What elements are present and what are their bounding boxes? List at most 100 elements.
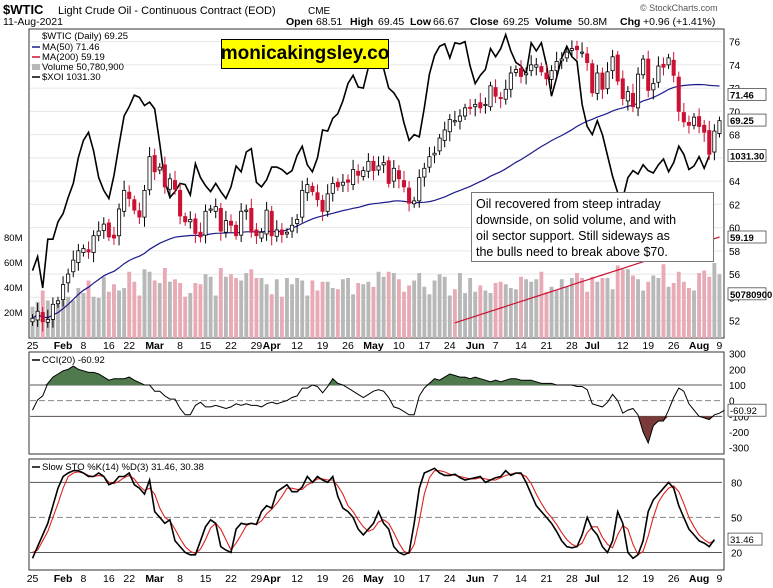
- candlesticks: [30, 40, 722, 332]
- volume-bar: [452, 289, 457, 338]
- candle-body: [691, 116, 697, 126]
- price-tick-label: 74: [729, 61, 741, 72]
- date-tick-label: 22: [225, 340, 237, 352]
- candle-body: [101, 223, 106, 231]
- volume-bar: [458, 273, 462, 338]
- candle-body: [320, 199, 325, 212]
- volume-bar: [402, 291, 406, 338]
- volume-bar: [234, 278, 239, 338]
- volume-bar: [468, 278, 473, 338]
- volume-bar: [625, 269, 630, 338]
- candle-body: [686, 122, 691, 126]
- candle-body: [239, 210, 244, 236]
- price-tick-label: 60: [729, 224, 741, 235]
- cci-oversold-fill: [32, 416, 725, 443]
- date-tick-label: 17: [418, 340, 430, 352]
- candle-body: [137, 210, 142, 218]
- candle-body: [544, 72, 549, 80]
- date-tick-label: 12: [617, 573, 629, 585]
- volume-bar: [569, 278, 574, 338]
- cci-tag-bg: [727, 403, 767, 417]
- volume-bar: [203, 274, 208, 338]
- volume-bar: [575, 273, 579, 338]
- volume-bar: [636, 279, 640, 338]
- volume-tag-bg: [727, 287, 767, 301]
- candle-body: [223, 220, 228, 233]
- candle-body: [707, 130, 712, 155]
- candle-body: [574, 45, 580, 51]
- candle-body: [407, 187, 412, 204]
- candle-body: [335, 181, 340, 188]
- candle-body: [447, 119, 452, 133]
- sto-tag: 31.46: [730, 535, 754, 546]
- candle-body: [422, 167, 427, 178]
- date-tick-label: 12: [291, 340, 303, 352]
- candle-body: [417, 177, 422, 202]
- candle-body: [132, 199, 137, 211]
- date-tick-label: 17: [418, 573, 430, 585]
- candle-body: [269, 210, 274, 237]
- price-tag: 69.25: [730, 116, 754, 127]
- volume-bar: [173, 279, 177, 338]
- candle-body: [152, 155, 157, 173]
- date-tick-label: Aug: [689, 573, 709, 585]
- candle-body: [702, 124, 707, 133]
- volume-bar: [61, 300, 66, 338]
- date-tick-label: 24: [444, 340, 456, 352]
- date-tick-label: Mar: [145, 573, 164, 585]
- sto-tag-bg: [727, 532, 763, 546]
- date-tick-label: 10: [393, 340, 405, 352]
- candle-body: [529, 64, 534, 72]
- volume-bar: [198, 284, 203, 338]
- volume-bar: [76, 288, 81, 338]
- candle-body: [147, 156, 152, 191]
- annotation-line: downside, on solid volume, and with: [476, 213, 677, 227]
- volume-bar: [631, 275, 635, 338]
- date-tick-label: 7: [493, 340, 499, 352]
- candle-body: [396, 170, 401, 180]
- candle-body: [295, 219, 300, 224]
- candle-body: [473, 103, 478, 108]
- low-value: 66.67: [433, 16, 459, 28]
- header-symbol: $WTIC: [3, 2, 44, 17]
- candle-body: [503, 88, 508, 100]
- candle-body: [203, 210, 208, 236]
- candle-body: [30, 317, 35, 323]
- volume-bar: [142, 269, 147, 338]
- volume-bar: [122, 288, 127, 338]
- volume-bar: [396, 279, 401, 338]
- candle-body: [636, 73, 641, 109]
- date-tick-label: 9: [717, 573, 723, 585]
- date-tick-label: Jul: [585, 340, 600, 352]
- date-tick-label: 8: [177, 340, 183, 352]
- date-tick-label: 26: [342, 573, 354, 585]
- volume-bar: [488, 293, 493, 338]
- volume-bar: [549, 286, 554, 338]
- volume-bar: [178, 283, 183, 338]
- candle-body: [651, 83, 656, 91]
- close-label: Close: [470, 16, 499, 28]
- cci-tick-label: -200: [729, 428, 749, 439]
- candle-body: [330, 183, 335, 194]
- volume-bar: [137, 295, 142, 338]
- candle-body: [76, 250, 81, 263]
- volume-bar: [681, 281, 686, 338]
- volume-bar: [330, 288, 335, 338]
- volume-tick-label: 60M: [4, 258, 23, 269]
- date-tick-label: 22: [123, 340, 135, 352]
- high-label: High: [350, 16, 373, 28]
- volume-bar: [407, 285, 412, 338]
- candle-body: [300, 189, 305, 218]
- volume-bar: [340, 279, 345, 338]
- cci-tick-label: 200: [729, 365, 746, 376]
- xoi-tag: 1031.30: [730, 152, 764, 163]
- volume-bar: [651, 275, 656, 338]
- candle-body: [605, 71, 610, 90]
- volume-bar: [585, 291, 590, 338]
- header-exchange: CME: [308, 6, 331, 17]
- volume-bar: [529, 281, 534, 338]
- candle-body: [564, 51, 569, 59]
- candle-body: [279, 229, 284, 235]
- volume-bar: [503, 284, 508, 338]
- candle-body: [264, 209, 269, 235]
